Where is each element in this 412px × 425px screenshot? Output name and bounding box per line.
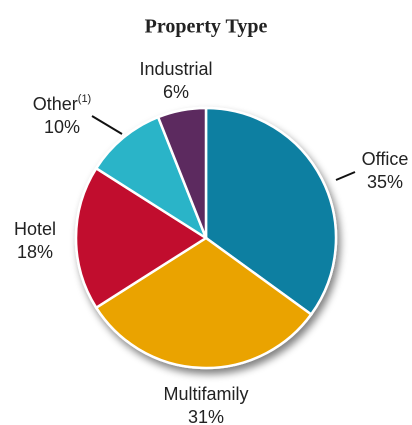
pie-slice	[204, 106, 338, 317]
leader-line	[91, 115, 123, 135]
slice-label: Office	[362, 149, 409, 169]
category-name: Other	[33, 94, 78, 114]
pie-slice	[94, 115, 209, 242]
slice-label: Hotel	[14, 219, 56, 239]
slice-label: Multifamily	[163, 384, 248, 404]
value-label: 35%	[367, 172, 403, 192]
value-label: 31%	[188, 407, 224, 425]
chart-title: Property Type	[145, 16, 268, 38]
category-name: Industrial	[139, 59, 212, 79]
pie-slice	[156, 106, 208, 239]
pie	[74, 106, 338, 370]
pie-slice	[94, 236, 313, 370]
leader-line	[335, 171, 356, 181]
category-note: (1)	[78, 93, 91, 105]
pie-slice	[74, 166, 209, 310]
value-label: 6%	[163, 82, 189, 102]
value-label: 10%	[44, 117, 80, 137]
slice-label: Industrial	[139, 59, 212, 79]
category-name: Office	[362, 149, 409, 169]
value-label: 18%	[17, 242, 53, 262]
category-name: Hotel	[14, 219, 56, 239]
slice-label: Other(1)	[33, 93, 91, 114]
category-name: Multifamily	[163, 384, 248, 404]
